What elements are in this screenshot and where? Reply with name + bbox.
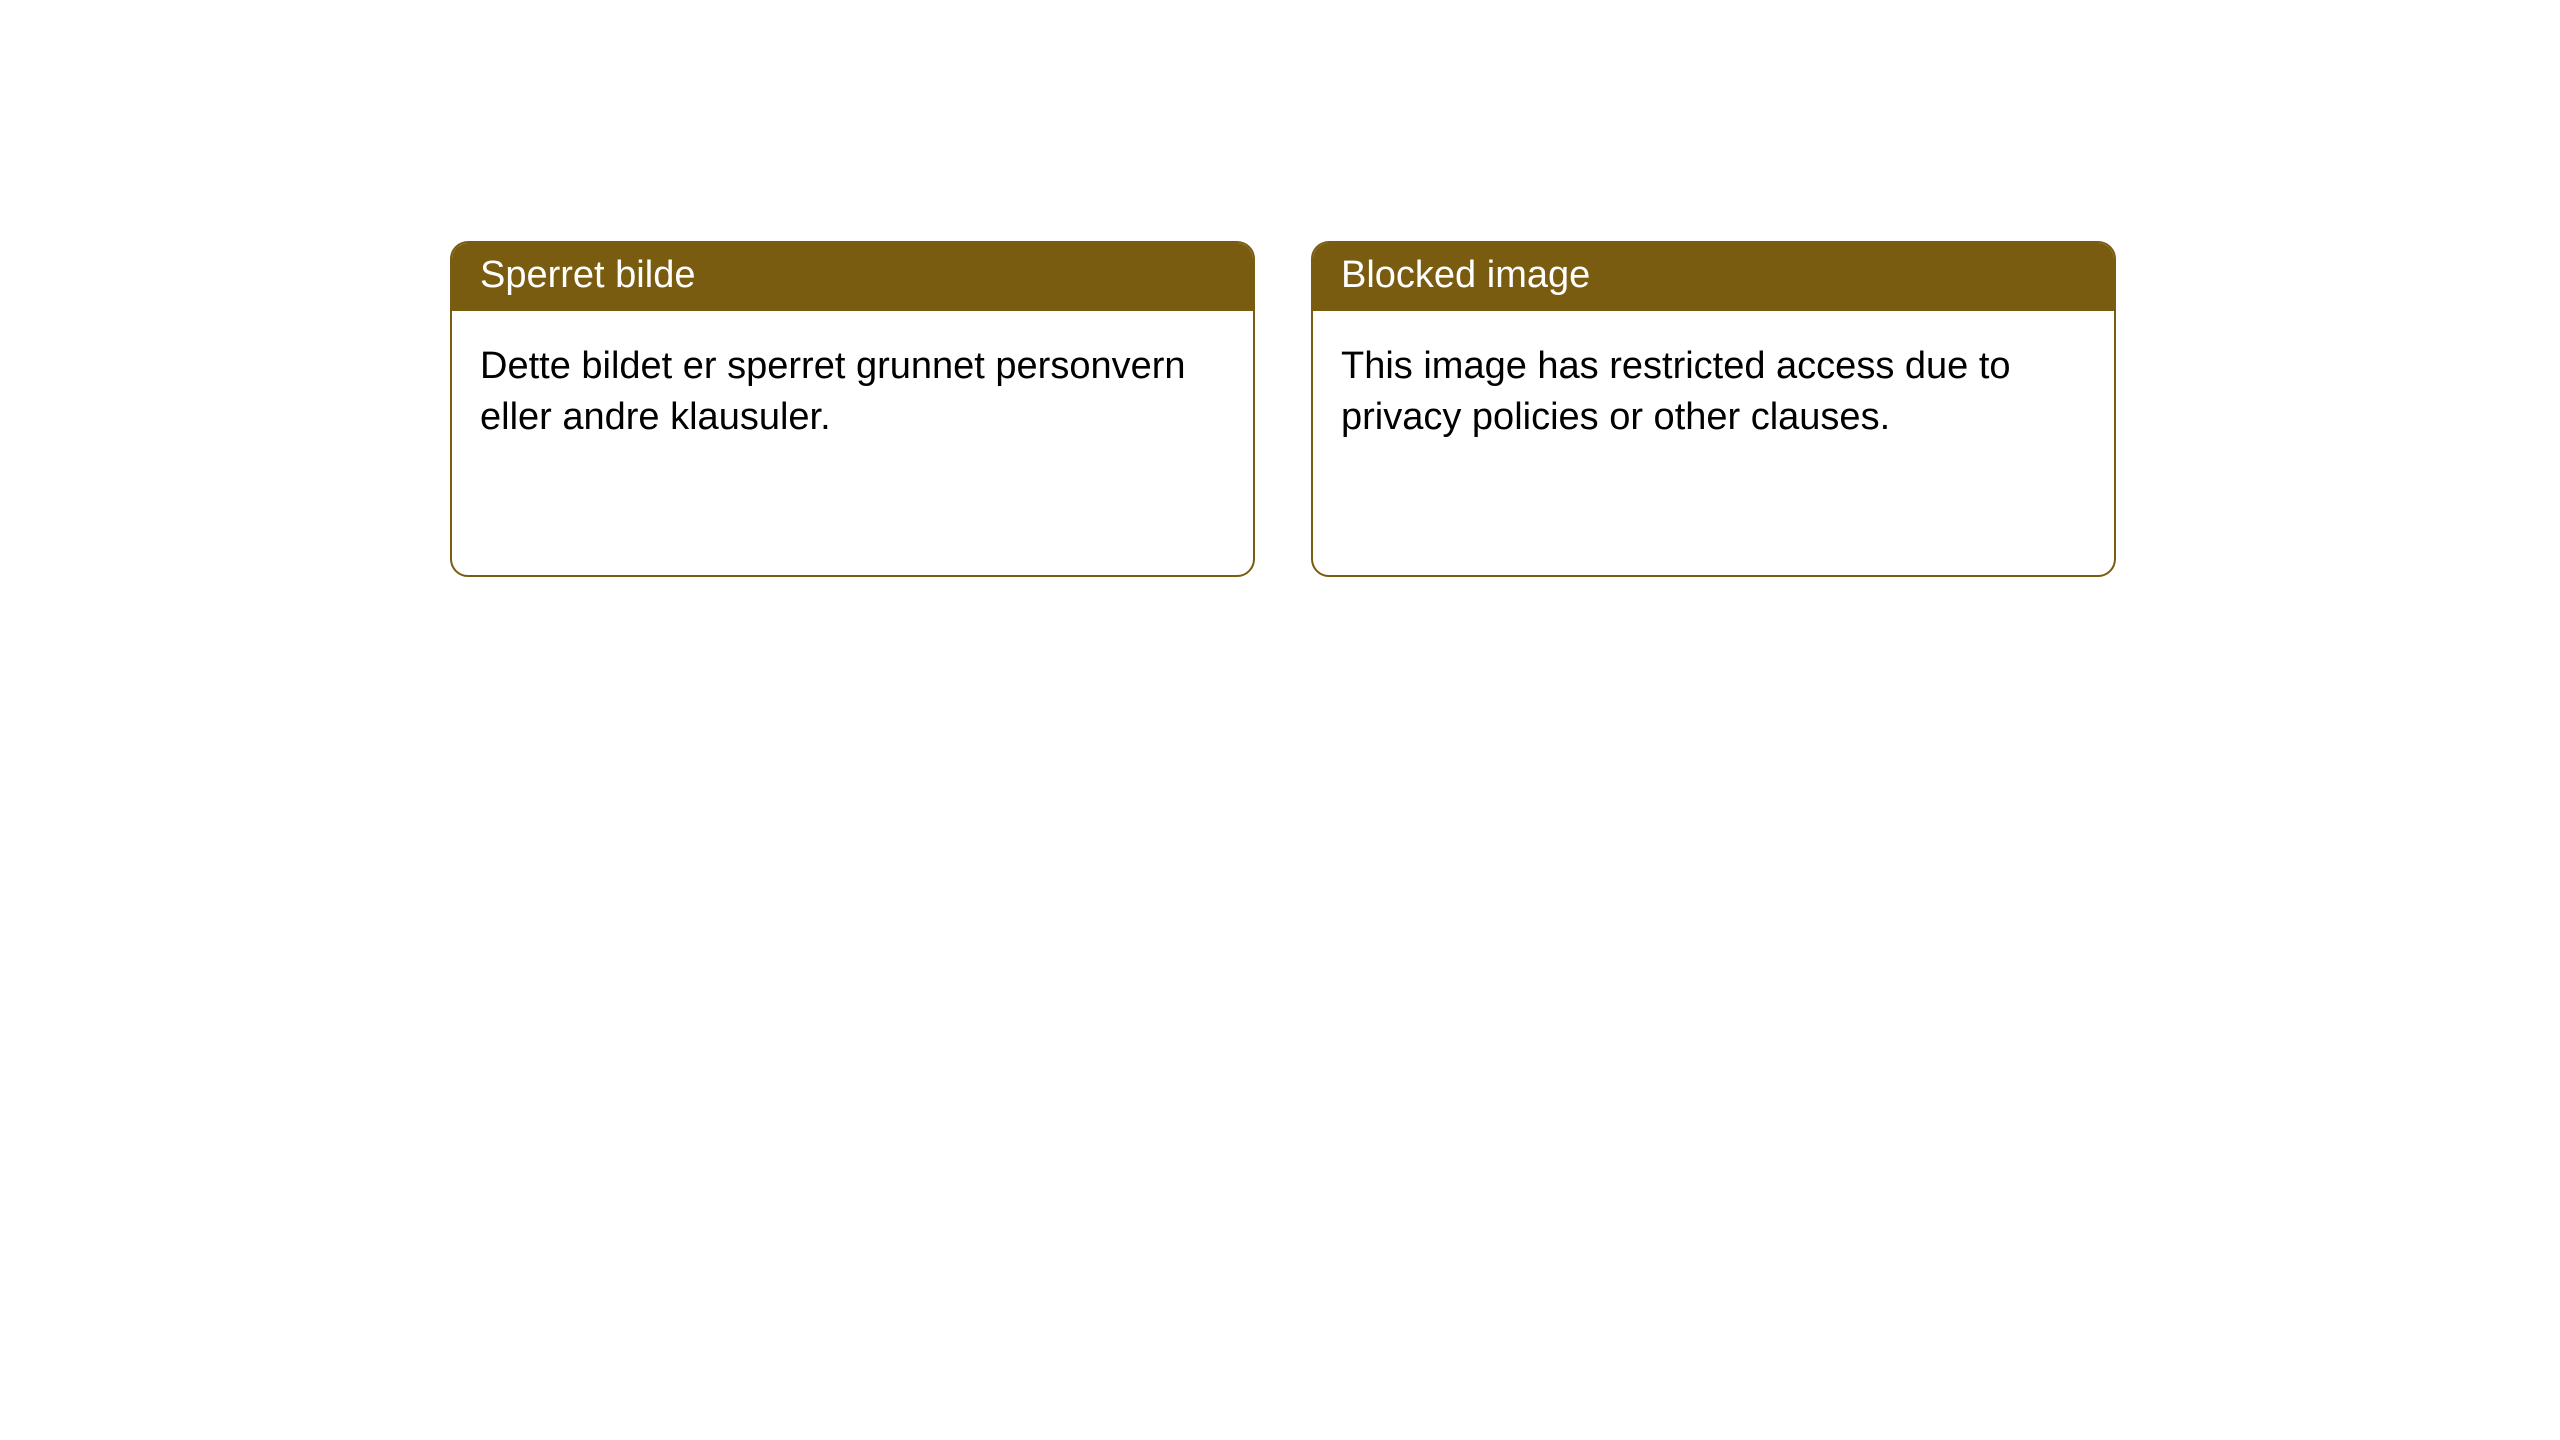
notice-body-english: This image has restricted access due to … bbox=[1313, 311, 2114, 474]
notice-body-norwegian: Dette bildet er sperret grunnet personve… bbox=[452, 311, 1253, 474]
notice-header-norwegian: Sperret bilde bbox=[452, 243, 1253, 311]
notice-card-norwegian: Sperret bilde Dette bildet er sperret gr… bbox=[450, 241, 1255, 577]
notice-card-english: Blocked image This image has restricted … bbox=[1311, 241, 2116, 577]
notice-header-english: Blocked image bbox=[1313, 243, 2114, 311]
notice-container: Sperret bilde Dette bildet er sperret gr… bbox=[0, 0, 2560, 577]
